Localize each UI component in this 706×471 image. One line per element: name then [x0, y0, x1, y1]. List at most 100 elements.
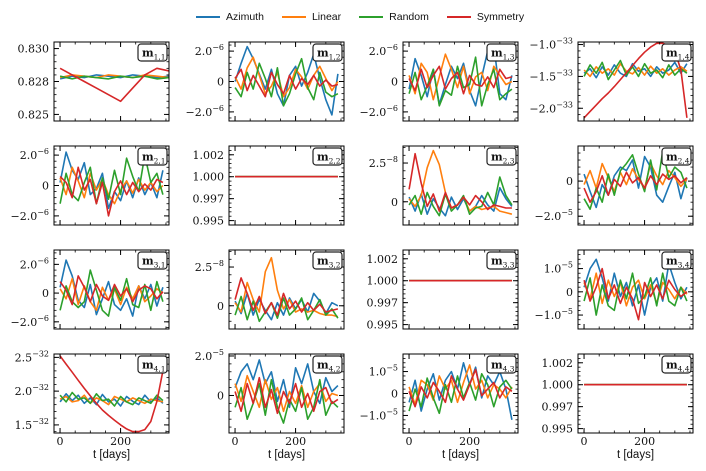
y-tick-label: 2.0−6: [20, 256, 49, 271]
axes-frame: [53, 249, 170, 330]
series-line-symmetry: [234, 68, 339, 98]
y-tick-label: 0: [217, 389, 224, 402]
subplot-title-box: [137, 43, 168, 62]
subplot-m-1-4: −1.0−33 −1.5−33 −2.0−33 m1,4: [529, 37, 694, 122]
legend-item-linear: Linear: [281, 11, 342, 23]
legend-swatch-symmetry: [446, 16, 471, 18]
subplot-m-2-1: 2.0−6 0 −2.0−6 m2,1: [10, 145, 170, 226]
y-tick-label: 1.000: [542, 379, 574, 392]
y-tick-label: −2.0−6: [359, 104, 398, 119]
y-tick-label: −2.0−6: [10, 208, 49, 223]
subplot-title-box: [312, 251, 343, 270]
subplot-title: m4,2: [317, 359, 341, 374]
y-tick-label: −1.0−5: [534, 307, 573, 322]
subplot-title: m2,2: [317, 151, 341, 166]
axes-frame: [577, 145, 694, 226]
y-tick-label: 1.002: [193, 149, 225, 162]
y-tick-label: 1.5−32: [15, 417, 49, 432]
subplot-title: m4,4: [666, 359, 690, 374]
subplot-title: m2,4: [666, 151, 690, 166]
x-tick-label: 200: [459, 435, 480, 448]
legend-swatch-random: [359, 16, 384, 18]
series-group: [234, 256, 339, 323]
subplot-title-box: [486, 43, 517, 62]
legend-item-symmetry: Symmetry: [446, 11, 524, 23]
subplot-title-box: [661, 43, 692, 62]
series-group: [59, 67, 169, 103]
subplot-title-box: [486, 355, 517, 374]
subplot-title: m3,1: [142, 255, 166, 270]
series-group: [59, 355, 164, 433]
subplot-title-box: [137, 355, 168, 374]
series-group: [59, 259, 164, 317]
subplot-m-2-3: 2.5−8 0 m2,3: [369, 145, 519, 226]
series-line-symmetry: [234, 376, 339, 415]
subplot-m-2-4: 0 −2.0−5 m2,4: [534, 145, 694, 226]
subplot-title: m1,2: [317, 47, 341, 62]
subplot-title-box: [312, 355, 343, 374]
subplot-m-3-1: 2.0−6 0 −2.0−6 m3,1: [10, 249, 170, 330]
y-tick-label: −1.0−5: [359, 407, 398, 422]
y-tick-label: 0.828: [18, 76, 50, 89]
y-tick-label: 0.825: [18, 108, 50, 121]
y-tick-label: 0.830: [18, 43, 50, 56]
subplot-title-box: [312, 43, 343, 62]
series-group: [583, 150, 688, 210]
series-group: [234, 359, 339, 424]
axes-frame: [53, 353, 170, 434]
y-tick-label: 0: [566, 175, 573, 188]
y-tick-label: 0: [42, 180, 49, 193]
subplot-title: m2,1: [142, 151, 166, 166]
y-tick-label: 1.002: [367, 253, 399, 266]
subplot-title-box: [486, 147, 517, 166]
series-group: [408, 149, 513, 217]
y-tick-label: 0.995: [542, 423, 574, 436]
series-line-random: [59, 269, 164, 317]
legend-label-random: Random: [389, 11, 429, 23]
axes-frame: [228, 249, 345, 330]
legend-label-linear: Linear: [311, 11, 342, 23]
series-line-symmetry: [408, 368, 513, 408]
series-line-linear: [583, 162, 688, 193]
y-tick-label: 2.0−5: [195, 348, 224, 363]
series-line-linear: [59, 74, 169, 79]
y-tick-label: 2.0−6: [369, 43, 398, 58]
series-line-random: [583, 59, 688, 81]
series-line-symmetry: [59, 355, 164, 433]
subplot-title-box: [137, 147, 168, 166]
axes-frame: [228, 353, 345, 434]
series-line-symmetry: [408, 152, 512, 212]
y-tick-label: 1.0−5: [544, 261, 573, 276]
series-line-random: [583, 272, 688, 316]
series-group: [408, 361, 513, 420]
y-tick-label: −1.5−33: [529, 68, 573, 83]
y-tick-label: 0: [566, 286, 573, 299]
y-tick-label: 2.5−8: [369, 155, 398, 170]
series-line-symmetry: [234, 277, 339, 316]
subplot-title-box: [312, 147, 343, 166]
subplot-title-box: [137, 251, 168, 270]
subplot-m-3-4: 1.0−5 0 −1.0−5 m3,4: [534, 249, 694, 330]
x-axis-label: t [days]: [268, 449, 305, 461]
subplot-title: m1,4: [666, 47, 690, 62]
subplot-title: m4,1: [142, 359, 166, 374]
x-tick-label: 200: [285, 435, 306, 448]
series-group: [583, 42, 688, 119]
y-tick-label: −2.0−6: [10, 314, 49, 329]
x-tick-label: 0: [581, 435, 588, 448]
subplot-title-box: [661, 355, 692, 374]
y-tick-label: −2.0−5: [534, 208, 573, 223]
y-tick-label: −1.0−33: [529, 37, 573, 52]
y-tick-label: −2.0−33: [529, 100, 573, 115]
series-line-symmetry: [59, 166, 164, 217]
subplot-title: m1,1: [142, 47, 166, 62]
subplot-title: m3,2: [317, 255, 341, 270]
series-line-random: [583, 150, 688, 210]
subplot-m-3-2: 2.5−8 0 m3,2: [195, 249, 345, 330]
subplot-title: m2,3: [491, 151, 515, 166]
series-line-linear: [234, 56, 339, 98]
